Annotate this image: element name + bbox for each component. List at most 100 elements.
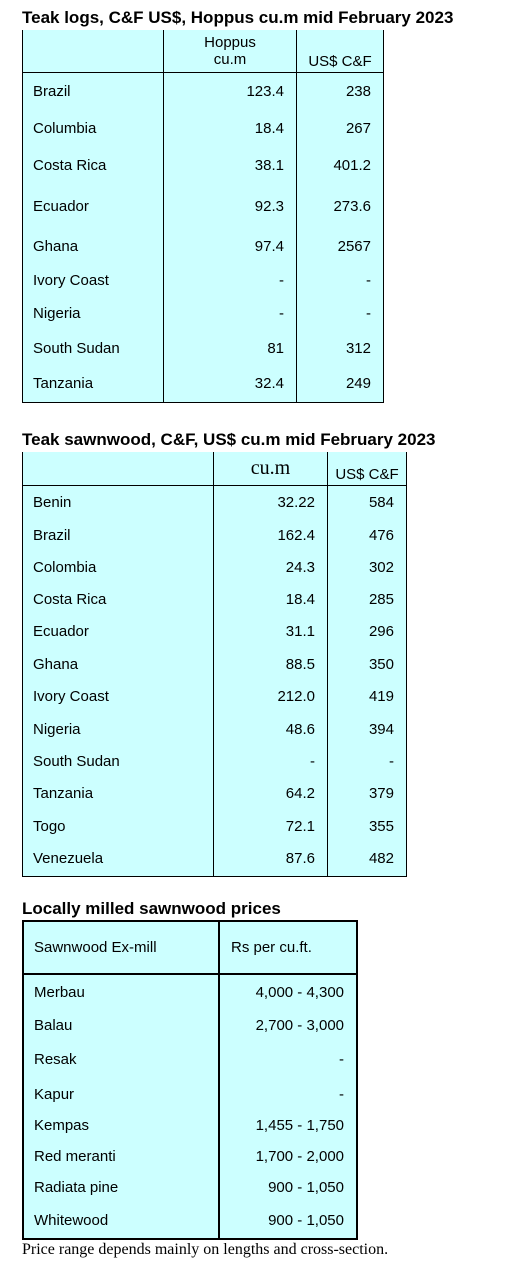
price-cell: 285 bbox=[327, 583, 407, 615]
table-row: Ivory Coast 212.0 419 bbox=[23, 680, 407, 713]
volume-cell: 24.3 bbox=[213, 551, 328, 583]
price-cell: 379 bbox=[327, 777, 407, 810]
local-sawnwood-title: Locally milled sawnwood prices bbox=[22, 899, 281, 918]
teak-sawnwood-title: Teak sawnwood, C&F, US$ cu.m mid Februar… bbox=[22, 430, 436, 449]
table-row: Ecuador 92.3 273.6 bbox=[23, 184, 384, 228]
country-cell: Tanzania bbox=[33, 375, 94, 393]
price-cell: 296 bbox=[327, 615, 407, 648]
table-row: Resak - bbox=[23, 1040, 357, 1078]
volume-cell: 72.1 bbox=[213, 810, 328, 842]
price-cell: 394 bbox=[327, 713, 407, 745]
volume-cell: 81 bbox=[163, 330, 297, 366]
table-row: Ghana 97.4 2567 bbox=[23, 228, 384, 264]
price-cell: - bbox=[296, 296, 384, 330]
volume-cell: 38.1 bbox=[163, 146, 297, 184]
species-cell: Resak bbox=[34, 1050, 77, 1068]
volume-cell: 123.4 bbox=[163, 72, 297, 110]
price-cell: 476 bbox=[327, 519, 407, 551]
table-row: Benin 32.22 584 bbox=[23, 485, 407, 519]
country-cell: Brazil bbox=[33, 526, 71, 544]
table-row: Brazil 123.4 238 bbox=[23, 72, 384, 110]
species-cell: Red meranti bbox=[34, 1148, 116, 1165]
header-cell-empty bbox=[22, 30, 164, 73]
country-cell: South Sudan bbox=[33, 752, 120, 770]
header-hoppus-text: Hoppus cu.m bbox=[204, 33, 256, 68]
header-rs-per-cuft: Rs per cu.ft. bbox=[218, 921, 357, 975]
price-cell: 273.6 bbox=[296, 184, 384, 228]
teak-logs-table: Hoppus cu.m US$ C&F Brazil 123.4 238 Col… bbox=[22, 30, 384, 403]
species-cell: Radiata pine bbox=[34, 1179, 119, 1196]
price-cell: - bbox=[296, 264, 384, 296]
price-cell: 302 bbox=[327, 551, 407, 583]
country-cell: Costa Rica bbox=[33, 156, 107, 174]
price-cell: 419 bbox=[327, 680, 407, 713]
country-cell: Columbia bbox=[33, 119, 97, 137]
price-range-cell: 1,455 - 1,750 bbox=[218, 1110, 357, 1141]
volume-cell: 92.3 bbox=[163, 184, 297, 228]
country-cell: Nigeria bbox=[33, 304, 81, 322]
species-cell: Whitewood bbox=[34, 1212, 109, 1229]
header-hoppus: Hoppus cu.m bbox=[163, 30, 297, 73]
country-cell: Ghana bbox=[33, 237, 79, 255]
table-row: Ghana 88.5 350 bbox=[23, 648, 407, 680]
volume-cell: 31.1 bbox=[213, 615, 328, 648]
volume-cell: 18.4 bbox=[213, 583, 328, 615]
price-range-cell: - bbox=[218, 1040, 357, 1078]
table-header-row: cu.m US$ C&F bbox=[22, 452, 407, 486]
teak-logs-title: Teak logs, C&F US$, Hoppus cu.m mid Febr… bbox=[22, 8, 454, 27]
species-cell: Kempas bbox=[34, 1117, 90, 1134]
table-row: Whitewood 900 - 1,050 bbox=[23, 1203, 357, 1239]
table-row: Tanzania 32.4 249 bbox=[23, 366, 384, 402]
price-cell: 238 bbox=[296, 72, 384, 110]
species-cell: Kapur bbox=[34, 1085, 75, 1103]
table-row: Red meranti 1,700 - 2,000 bbox=[23, 1141, 357, 1172]
table-row: South Sudan - - bbox=[23, 745, 407, 777]
volume-cell: 162.4 bbox=[213, 519, 328, 551]
volume-cell: - bbox=[213, 745, 328, 777]
price-cell: 401.2 bbox=[296, 146, 384, 184]
country-cell: Ghana bbox=[33, 655, 79, 673]
price-cell: - bbox=[327, 745, 407, 777]
price-cell: 584 bbox=[327, 485, 407, 519]
table-row: Ecuador 31.1 296 bbox=[23, 615, 407, 648]
volume-cell: 32.22 bbox=[213, 485, 328, 519]
teak-sawnwood-table: cu.m US$ C&F Benin 32.22 584 Brazil 162.… bbox=[22, 452, 407, 877]
table-row: Brazil 162.4 476 bbox=[23, 519, 407, 551]
country-cell: Colombia bbox=[33, 558, 97, 576]
volume-cell: - bbox=[163, 264, 297, 296]
country-cell: Nigeria bbox=[33, 720, 81, 738]
country-cell: Benin bbox=[33, 493, 72, 511]
country-cell: Togo bbox=[33, 817, 66, 835]
table-row: Nigeria - - bbox=[23, 296, 384, 330]
table-row: Balau 2,700 - 3,000 bbox=[23, 1010, 357, 1040]
table-header-row: Hoppus cu.m US$ C&F bbox=[22, 30, 384, 73]
table-row: Radiata pine 900 - 1,050 bbox=[23, 1172, 357, 1203]
price-cell: 312 bbox=[296, 330, 384, 366]
volume-cell: 97.4 bbox=[163, 228, 297, 264]
local-sawnwood-table: Sawnwood Ex-mill Rs per cu.ft. Merbau 4,… bbox=[22, 920, 358, 1240]
price-cell: 267 bbox=[296, 110, 384, 146]
price-range-cell: 1,700 - 2,000 bbox=[218, 1141, 357, 1172]
volume-cell: 48.6 bbox=[213, 713, 328, 745]
table-row: Kempas 1,455 - 1,750 bbox=[23, 1110, 357, 1141]
table-row: Venezuela 87.6 482 bbox=[23, 842, 407, 876]
price-range-note: Price range depends mainly on lengths an… bbox=[22, 1241, 389, 1258]
table-header-row: Sawnwood Ex-mill Rs per cu.ft. bbox=[23, 921, 357, 975]
header-sawnwood: Sawnwood Ex-mill bbox=[23, 921, 219, 975]
country-cell: Brazil bbox=[33, 82, 71, 100]
price-range-cell: 2,700 - 3,000 bbox=[218, 1010, 357, 1040]
country-cell: Tanzania bbox=[33, 785, 94, 802]
country-cell: Ecuador bbox=[33, 623, 89, 640]
volume-cell: 32.4 bbox=[163, 366, 297, 402]
volume-cell: 87.6 bbox=[213, 842, 328, 876]
header-cum: cu.m bbox=[213, 452, 328, 486]
header-usd-cf: US$ C&F bbox=[296, 30, 384, 73]
price-range-cell: 4,000 - 4,300 bbox=[218, 974, 357, 1010]
volume-cell: 64.2 bbox=[213, 777, 328, 810]
table-row: Tanzania 64.2 379 bbox=[23, 777, 407, 810]
price-cell: 2567 bbox=[296, 228, 384, 264]
table-row: Colombia 24.3 302 bbox=[23, 551, 407, 583]
price-cell: 249 bbox=[296, 366, 384, 402]
table-row: Kapur - bbox=[23, 1078, 357, 1110]
price-cell: 355 bbox=[327, 810, 407, 842]
